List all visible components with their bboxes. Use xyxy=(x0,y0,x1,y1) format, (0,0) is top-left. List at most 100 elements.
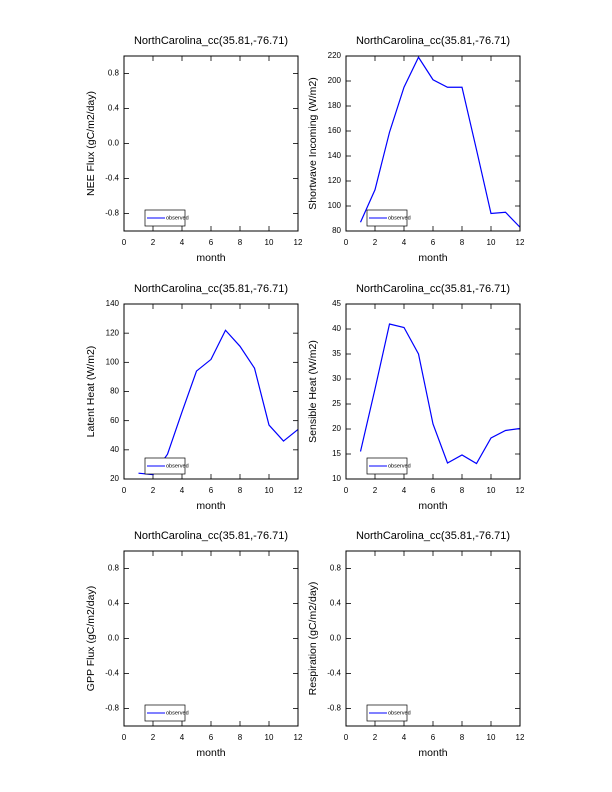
x-tick-label: 10 xyxy=(265,238,274,247)
x-tick-label: 6 xyxy=(431,238,436,247)
plot-frame xyxy=(345,550,521,727)
y-tick-label: 0.0 xyxy=(108,634,120,643)
x-tick-label: 12 xyxy=(294,733,303,742)
chart-title: NorthCarolina_cc(35.81,-76.71) xyxy=(134,530,288,542)
x-tick-label: 4 xyxy=(180,486,185,495)
y-tick-label: 30 xyxy=(332,374,341,383)
y-tick-label: 40 xyxy=(110,445,119,454)
chart-title: NorthCarolina_cc(35.81,-76.71) xyxy=(356,530,510,542)
x-tick-label: 2 xyxy=(373,486,378,495)
plot-frame xyxy=(123,55,299,232)
y-axis-label: Respiration (gC/m2/day) xyxy=(307,582,319,696)
x-tick-label: 10 xyxy=(487,733,496,742)
y-tick-label: 0.4 xyxy=(108,104,120,113)
y-tick-label: -0.8 xyxy=(105,209,119,218)
chart-title: NorthCarolina_cc(35.81,-76.71) xyxy=(134,35,288,47)
y-tick-label: 140 xyxy=(106,299,120,308)
y-tick-label: 120 xyxy=(328,176,342,185)
y-axis-label: Latent Heat (W/m2) xyxy=(85,346,97,438)
panel: NorthCarolina_cc(35.81,-76.71)month NEE F… xyxy=(85,35,303,264)
y-axis-label: Sensible Heat (W/m2) xyxy=(307,340,319,443)
x-tick-label: 6 xyxy=(209,238,214,247)
y-tick-label: 0.8 xyxy=(108,69,120,78)
y-tick-label: -0.8 xyxy=(327,704,341,713)
y-tick-label: 80 xyxy=(332,226,341,235)
x-tick-label: 2 xyxy=(373,238,378,247)
panel: NorthCarolina_cc(35.81,-76.71)month Respi… xyxy=(307,530,525,759)
legend-label: observed xyxy=(166,463,189,469)
y-tick-label: 220 xyxy=(328,51,342,60)
y-tick-label: 0.4 xyxy=(330,599,342,608)
chart-title: NorthCarolina_cc(35.81,-76.71) xyxy=(134,283,288,295)
x-tick-label: 12 xyxy=(516,733,525,742)
x-tick-label: 12 xyxy=(294,486,303,495)
x-tick-label: 6 xyxy=(209,486,214,495)
x-tick-label: 4 xyxy=(402,733,407,742)
y-axis-label: GPP Flux (gC/m2/day) xyxy=(85,586,97,691)
x-tick-label: 4 xyxy=(402,486,407,495)
chart-title: NorthCarolina_cc(35.81,-76.71) xyxy=(356,283,510,295)
x-tick-label: 6 xyxy=(431,733,436,742)
panel: NorthCarolina_cc(35.81,-76.71)month Short… xyxy=(307,35,525,264)
plot-frame xyxy=(123,550,299,727)
plot-frame xyxy=(345,55,521,232)
x-tick-label: 12 xyxy=(516,486,525,495)
x-tick-label: 10 xyxy=(265,486,274,495)
y-tick-label: 25 xyxy=(332,399,341,408)
plot-frame xyxy=(345,303,521,480)
y-tick-label: 40 xyxy=(332,324,341,333)
x-axis-label: month xyxy=(196,747,225,759)
y-tick-label: 140 xyxy=(328,151,342,160)
y-tick-label: -0.8 xyxy=(105,704,119,713)
y-tick-label: 0.0 xyxy=(108,139,120,148)
x-tick-label: 6 xyxy=(209,733,214,742)
x-tick-label: 8 xyxy=(238,733,243,742)
x-axis-label: month xyxy=(418,747,447,759)
legend-label: observed xyxy=(388,710,411,716)
x-tick-label: 10 xyxy=(487,238,496,247)
x-tick-label: 12 xyxy=(516,238,525,247)
y-tick-label: 200 xyxy=(328,76,342,85)
x-tick-label: 0 xyxy=(344,733,349,742)
x-tick-label: 8 xyxy=(238,238,243,247)
x-tick-label: 2 xyxy=(151,486,156,495)
panel: NorthCarolina_cc(35.81,-76.71)month Sensi… xyxy=(307,283,525,512)
legend-label: observed xyxy=(388,463,411,469)
y-tick-label: 160 xyxy=(328,126,342,135)
x-tick-label: 2 xyxy=(373,733,378,742)
x-tick-label: 0 xyxy=(122,486,127,495)
data-line xyxy=(138,329,299,476)
x-tick-label: 0 xyxy=(122,238,127,247)
x-tick-label: 8 xyxy=(460,238,465,247)
y-tick-label: 20 xyxy=(110,474,119,483)
x-axis-label: month xyxy=(418,252,447,264)
y-tick-label: 0.8 xyxy=(108,564,120,573)
x-tick-label: 8 xyxy=(238,486,243,495)
y-tick-label: 0.4 xyxy=(108,599,120,608)
legend-label: observed xyxy=(166,215,189,221)
x-tick-label: 4 xyxy=(180,733,185,742)
data-line xyxy=(359,56,521,228)
y-tick-label: 0.0 xyxy=(330,634,342,643)
x-tick-label: 10 xyxy=(487,486,496,495)
x-tick-label: 4 xyxy=(180,238,185,247)
x-axis-label: month xyxy=(196,500,225,512)
y-tick-label: 60 xyxy=(110,416,119,425)
y-tick-label: 20 xyxy=(332,424,341,433)
y-tick-label: 15 xyxy=(332,449,341,458)
x-tick-label: 10 xyxy=(265,733,274,742)
y-tick-label: -0.4 xyxy=(327,669,341,678)
panel: NorthCarolina_cc(35.81,-76.71)month GPP F… xyxy=(85,530,303,759)
y-tick-label: 180 xyxy=(328,101,342,110)
plot-frame xyxy=(123,303,299,480)
y-tick-label: 0.8 xyxy=(330,564,342,573)
chart-title: NorthCarolina_cc(35.81,-76.71) xyxy=(356,35,510,47)
y-tick-label: 120 xyxy=(106,328,120,337)
x-tick-label: 12 xyxy=(294,238,303,247)
x-tick-label: 0 xyxy=(122,733,127,742)
y-tick-label: 100 xyxy=(328,201,342,210)
y-axis-label: NEE Flux (gC/m2/day) xyxy=(85,91,97,196)
x-axis-label: month xyxy=(196,252,225,264)
y-tick-label: -0.4 xyxy=(105,669,119,678)
